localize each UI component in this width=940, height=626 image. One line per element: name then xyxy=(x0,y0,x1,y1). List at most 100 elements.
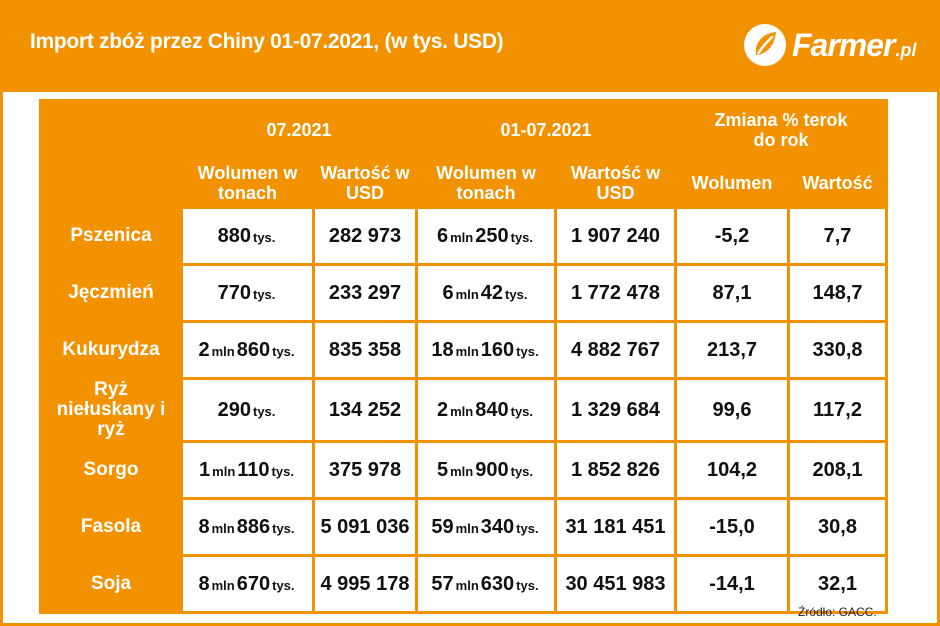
data-cell: 30 451 983 xyxy=(557,557,674,611)
cell-unit: tys. xyxy=(272,577,295,593)
cell-unit: tys. xyxy=(252,286,276,302)
farmer-logo: Farmer .pl xyxy=(742,22,917,68)
data-cell: 59 mln 340 tys. xyxy=(418,500,554,554)
cell-unit: mln xyxy=(450,463,474,479)
cell-unit: mln xyxy=(455,286,479,302)
cell-unit: mln xyxy=(455,520,479,536)
cell-number: 42 xyxy=(480,281,504,304)
column-header: Wartość xyxy=(790,160,885,206)
row-label: Jęczmień xyxy=(42,266,180,320)
data-cell: 57 mln 630 tys. xyxy=(418,557,554,611)
data-cell: 32,1 xyxy=(790,557,885,611)
column-header: Wolumen w tonach xyxy=(418,160,554,206)
row-label: Kukurydza xyxy=(42,323,180,377)
column-header: Wartość w USD xyxy=(557,160,674,206)
group-header: 07.2021 xyxy=(183,102,415,157)
logo-text: Farmer xyxy=(792,26,895,63)
data-cell: 30,8 xyxy=(790,500,885,554)
cell-number: 110 xyxy=(237,458,270,481)
group-header-row: 07.2021 01-07.2021 Zmiana % terok do rok xyxy=(42,102,885,206)
cell-unit: tys. xyxy=(271,463,294,479)
table-row: Jęczmień 770 tys. 233 297 6 mln 42 tys. 1 772 47… xyxy=(42,266,885,320)
data-cell: 880 tys. xyxy=(183,209,312,263)
cell-unit: mln xyxy=(212,463,236,479)
cell-unit: tys. xyxy=(510,403,534,419)
data-cell: 7,7 xyxy=(790,209,885,263)
source-note: Źródło: GACC. xyxy=(798,605,877,619)
header-bar: Import zbóż przez Chiny 01-07.2021, (w t… xyxy=(0,0,940,92)
import-table: 07.2021 01-07.2021 Zmiana % terok do rok… xyxy=(39,99,888,614)
cell-unit: mln xyxy=(450,229,474,245)
data-cell: 104,2 xyxy=(677,443,787,497)
data-cell: 99,6 xyxy=(677,380,787,440)
cell-number: 8 xyxy=(198,572,210,595)
chart-title: Import zbóż przez Chiny 01-07.2021, (w t… xyxy=(30,30,504,53)
data-cell: 148,7 xyxy=(790,266,885,320)
cell-unit: tys. xyxy=(516,520,539,536)
data-cell: 330,8 xyxy=(790,323,885,377)
data-cell: 233 297 xyxy=(315,266,415,320)
cell-number: 160 xyxy=(480,338,515,361)
table-row: Pszenica 880 tys. 282 973 6 mln 250 tys. 1 907 2… xyxy=(42,209,885,263)
row-label: Ryż niełuskany i ryż xyxy=(42,380,180,440)
cell-number: 2 xyxy=(436,398,449,421)
data-cell: 835 358 xyxy=(315,323,415,377)
cell-unit: tys. xyxy=(516,577,539,593)
cell-number: 6 xyxy=(442,281,454,304)
row-label: Pszenica xyxy=(42,209,180,263)
cell-number: 59 xyxy=(431,515,454,538)
data-cell: 87,1 xyxy=(677,266,787,320)
table-row: Fasola 8 mln 886 tys. 5 091 036 59 mln 340 tys. 31… xyxy=(42,500,885,554)
data-cell: 213,7 xyxy=(677,323,787,377)
cell-unit: tys. xyxy=(252,403,276,419)
data-cell: 1 907 240 xyxy=(557,209,674,263)
cell-unit: mln xyxy=(211,520,235,536)
table-row: Soja 8 mln 670 tys. 4 995 178 57 mln 630 tys. 30 4… xyxy=(42,557,885,611)
row-label: Sorgo xyxy=(42,443,180,497)
group-header: 01-07.2021 xyxy=(418,102,674,157)
cell-number: 57 xyxy=(431,572,454,595)
data-cell: 1 mln 110 tys. xyxy=(183,443,312,497)
data-cell: 8 mln 886 tys. xyxy=(183,500,312,554)
column-header: Wolumen xyxy=(677,160,787,206)
data-cell: 8 mln 670 tys. xyxy=(183,557,312,611)
cell-unit: tys. xyxy=(510,463,534,479)
cell-number: 840 xyxy=(475,398,509,421)
cell-unit: tys. xyxy=(510,229,534,245)
cell-number: 18 xyxy=(431,338,454,361)
row-label: Fasola xyxy=(42,500,180,554)
data-cell: -14,1 xyxy=(677,557,787,611)
data-cell: -5,2 xyxy=(677,209,787,263)
column-header: Wartość w USD xyxy=(315,160,415,206)
data-cell: -15,0 xyxy=(677,500,787,554)
table-body: Pszenica 880 tys. 282 973 6 mln 250 tys. 1 907 2… xyxy=(42,209,885,611)
data-cell: 4 995 178 xyxy=(315,557,415,611)
logo-suffix: .pl xyxy=(895,39,917,60)
cell-number: 340 xyxy=(480,515,515,538)
corner-cell xyxy=(42,102,180,206)
cell-number: 2 xyxy=(198,338,210,361)
cell-number: 290 xyxy=(217,398,251,421)
data-cell: 5 091 036 xyxy=(315,500,415,554)
data-cell: 2 mln 840 tys. xyxy=(418,380,554,440)
cell-number: 6 xyxy=(436,224,449,247)
cell-unit: mln xyxy=(455,343,479,359)
cell-unit: mln xyxy=(211,577,235,593)
data-cell: 770 tys. xyxy=(183,266,312,320)
data-cell: 6 mln 42 tys. xyxy=(418,266,554,320)
cell-unit: tys. xyxy=(272,520,295,536)
cell-number: 250 xyxy=(475,224,509,247)
table-row: Sorgo 1 mln 110 tys. 375 978 5 mln 900 tys. 1 852 … xyxy=(42,443,885,497)
cell-number: 886 xyxy=(236,515,271,538)
data-cell: 18 mln 160 tys. xyxy=(418,323,554,377)
data-cell: 117,2 xyxy=(790,380,885,440)
data-cell: 208,1 xyxy=(790,443,885,497)
data-cell: 375 978 xyxy=(315,443,415,497)
data-cell: 4 882 767 xyxy=(557,323,674,377)
cell-number: 5 xyxy=(436,458,449,481)
cell-unit: tys. xyxy=(505,286,528,302)
cell-number: 8 xyxy=(198,515,210,538)
table-row: Kukurydza 2 mln 860 tys. 835 358 18 mln 160 tys. 4… xyxy=(42,323,885,377)
row-label: Soja xyxy=(42,557,180,611)
cell-number: 860 xyxy=(236,338,271,361)
